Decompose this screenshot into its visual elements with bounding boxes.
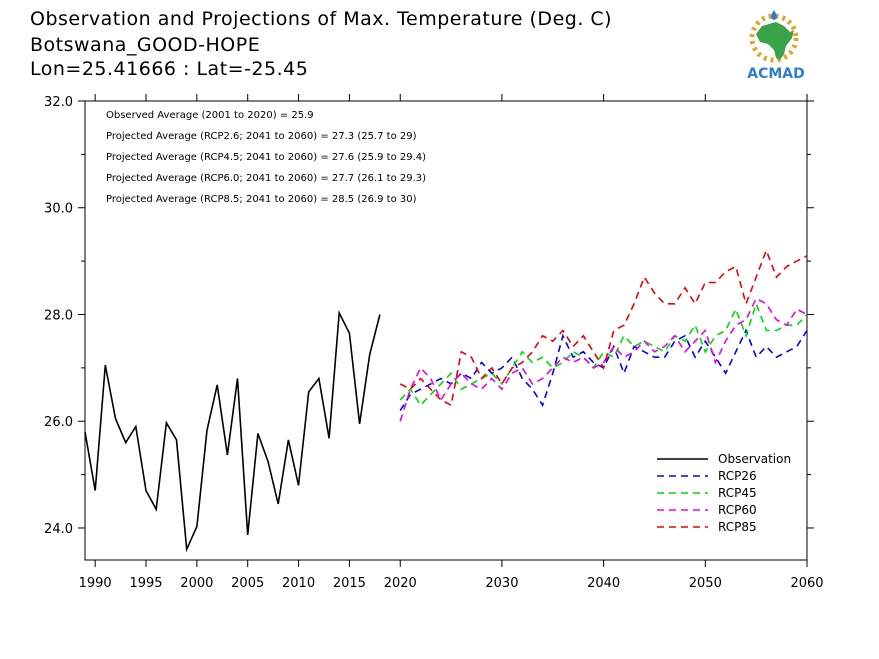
x-tick-label: 1995 xyxy=(129,576,162,591)
series-line-observation xyxy=(84,309,381,553)
annotation-line: Observed Average (2001 to 2020) = 25.9 xyxy=(106,110,314,121)
annotations: Observed Average (2001 to 2020) = 25.9 Pr… xyxy=(106,110,426,205)
annotation-line: Projected Average (RCP4.5; 2041 to 2060)… xyxy=(106,152,426,163)
y-tick-label: 30.0 xyxy=(44,202,73,217)
series-line-rcp45 xyxy=(399,301,808,407)
x-axis: 1990 1995 2000 2005 2010 2015 2020 2030 2040 2050… xyxy=(79,94,824,591)
x-tick-label: 2000 xyxy=(180,576,213,591)
x-tick-label: 2060 xyxy=(790,576,823,591)
x-tick-label: 2010 xyxy=(282,576,315,591)
y-tick-label: 26.0 xyxy=(44,415,73,430)
africa-map-icon xyxy=(756,22,794,60)
x-tick-label: 2020 xyxy=(384,576,417,591)
series-line-rcp26 xyxy=(399,328,808,412)
x-tick-label: 2015 xyxy=(333,576,366,591)
annotation-line: Projected Average (RCP2.6; 2041 to 2060)… xyxy=(106,131,417,142)
annotation-line: Projected Average (RCP8.5; 2041 to 2060)… xyxy=(106,194,417,205)
station-coordinates: Lon=25.41666 : Lat=-25.45 xyxy=(30,58,309,80)
y-axis: 24.0 26.0 28.0 30.0 32.0 xyxy=(44,95,814,537)
legend-label-rcp60: RCP60 xyxy=(718,503,757,517)
y-tick-label: 28.0 xyxy=(44,308,73,323)
x-tick-label: 2050 xyxy=(689,576,722,591)
water-drop-icon xyxy=(771,10,777,20)
sun-rays-icon xyxy=(749,13,799,63)
y-tick-label: 24.0 xyxy=(44,522,73,537)
x-tick-label: 2030 xyxy=(485,576,518,591)
x-tick-label: 2005 xyxy=(231,576,264,591)
chart-title: Observation and Projections of Max. Temp… xyxy=(30,8,613,30)
x-tick-label: 1990 xyxy=(79,576,112,591)
station-name: Botswana_GOOD-HOPE xyxy=(30,34,261,56)
annotation-line: Projected Average (RCP6.0; 2041 to 2060)… xyxy=(106,173,426,184)
legend-label-observation: Observation xyxy=(718,452,791,466)
x-tick-label: 2040 xyxy=(587,576,620,591)
data-series xyxy=(84,248,808,553)
acmad-logo: ACMAD xyxy=(747,10,805,82)
plot-frame xyxy=(84,100,808,561)
legend-label-rcp85: RCP85 xyxy=(718,520,757,534)
series-line-rcp85 xyxy=(399,248,808,407)
legend-label-rcp26: RCP26 xyxy=(718,469,757,483)
legend-label-rcp45: RCP45 xyxy=(718,486,757,500)
legend: Observation RCP26 RCP45 RCP60 RCP85 xyxy=(657,452,791,534)
series-line-rcp60 xyxy=(399,297,808,422)
logo-text: ACMAD xyxy=(747,66,805,82)
y-tick-label: 32.0 xyxy=(44,95,73,110)
